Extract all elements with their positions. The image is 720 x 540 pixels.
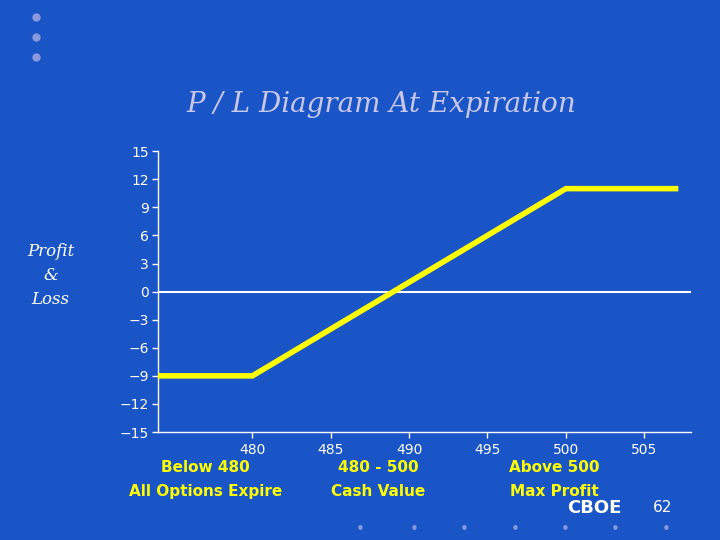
Text: 62: 62 <box>653 500 672 515</box>
Text: Above 500: Above 500 <box>509 460 600 475</box>
Text: P / L Diagram At Expiration: P / L Diagram At Expiration <box>186 91 577 118</box>
Text: Profit: Profit <box>27 242 74 260</box>
Text: •: • <box>561 522 570 537</box>
Text: •: • <box>662 522 670 537</box>
Text: Loss: Loss <box>32 291 69 308</box>
Text: 480 - 500: 480 - 500 <box>338 460 418 475</box>
Text: Max Profit: Max Profit <box>510 484 599 499</box>
Text: Below 480: Below 480 <box>161 460 250 475</box>
Text: •: • <box>410 522 418 537</box>
Text: •: • <box>356 522 364 537</box>
Text: •: • <box>611 522 620 537</box>
Text: Cash Value: Cash Value <box>331 484 425 499</box>
Text: •: • <box>460 522 469 537</box>
Text: &: & <box>43 267 58 284</box>
Text: All Options Expire: All Options Expire <box>129 484 282 499</box>
Text: •: • <box>510 522 519 537</box>
Text: CBOE: CBOE <box>567 498 621 517</box>
